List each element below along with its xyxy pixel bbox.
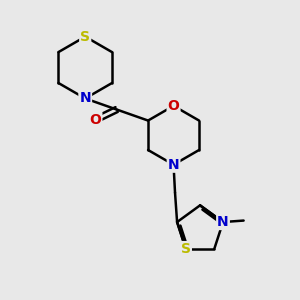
Text: O: O xyxy=(89,113,101,127)
Text: N: N xyxy=(217,215,229,229)
Text: N: N xyxy=(168,158,179,172)
Text: S: S xyxy=(80,30,90,44)
Text: N: N xyxy=(80,92,91,106)
Text: O: O xyxy=(168,99,179,113)
Text: S: S xyxy=(181,242,191,256)
